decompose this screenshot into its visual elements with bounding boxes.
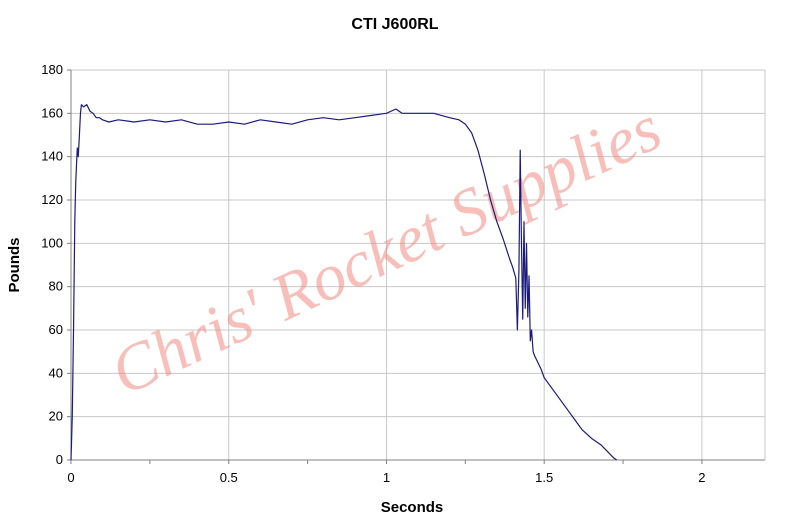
chart-title: CTI J600RL [351, 16, 438, 33]
gridlines [71, 69, 766, 460]
y-tick-label: 40 [49, 365, 63, 380]
y-tick-label: 160 [41, 105, 63, 120]
x-tick-label: 1.5 [535, 470, 553, 485]
y-tick-labels: 0 20 40 60 80 100 120 140 160 180 [41, 62, 63, 467]
y-tick-label: 20 [49, 409, 63, 424]
y-axis-label: Pounds [6, 238, 23, 293]
y-tick-label: 140 [41, 149, 63, 164]
series-layer [70, 104, 618, 461]
y-tick-label: 60 [49, 322, 63, 337]
x-tick-label: 0.5 [220, 470, 238, 485]
y-tick-label: 120 [41, 192, 63, 207]
watermark-text: Chris' Rocket Supplies [100, 91, 672, 409]
thrust-series-line [70, 104, 618, 461]
x-tick-labels: 0 0.5 1 1.5 2 [67, 470, 705, 485]
x-axis-label: Seconds [381, 499, 444, 516]
y-tick-label: 0 [56, 452, 63, 467]
x-tick-label: 0 [67, 470, 74, 485]
y-tick-label: 180 [41, 62, 63, 77]
axes [67, 69, 765, 464]
y-tick-label: 80 [49, 279, 63, 294]
y-tick-label: 100 [41, 235, 63, 250]
x-tick-label: 1 [383, 470, 390, 485]
x-tick-label: 2 [698, 470, 705, 485]
